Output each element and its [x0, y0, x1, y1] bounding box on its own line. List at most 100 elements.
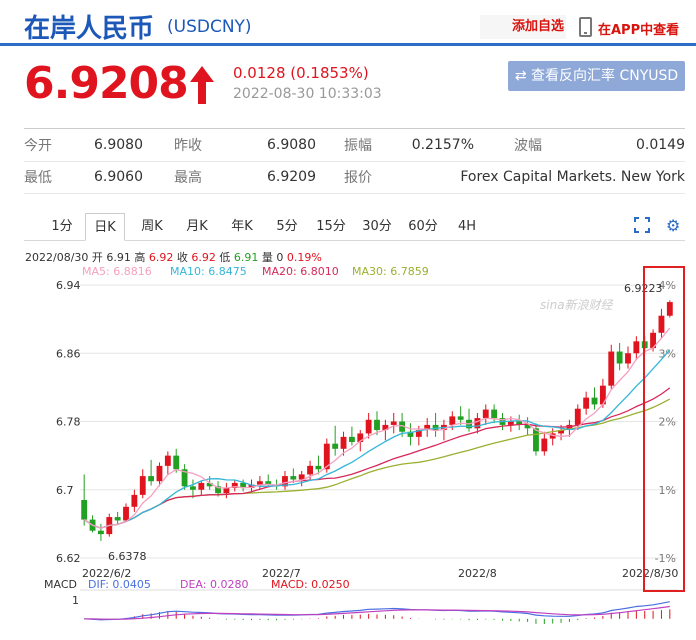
candle: [282, 476, 288, 487]
fullscreen-icon[interactable]: [634, 217, 650, 233]
ma10-readout: MA10: 6.8475: [170, 265, 247, 278]
stat-label: 报价: [324, 161, 384, 194]
tab-daily[interactable]: 日K: [85, 213, 125, 241]
tab-weekly[interactable]: 周K: [141, 219, 163, 234]
y-tick-label: 6.86: [56, 347, 81, 360]
candle: [114, 517, 121, 521]
ma30-readout: MA30: 6.7859: [352, 265, 429, 278]
table-row: 最低 6.9060 最高 6.9209 报价 Forex Capital Mar…: [24, 161, 685, 194]
candle: [148, 476, 155, 482]
stat-value: 0.0149: [574, 129, 685, 162]
candle: [633, 341, 640, 354]
pct-tick-label: 4%: [659, 279, 676, 292]
tab-30min[interactable]: 30分: [362, 219, 392, 234]
ma20-readout: MA20: 6.8010: [262, 265, 339, 278]
candle: [223, 488, 230, 494]
candle: [323, 443, 330, 470]
candle: [81, 499, 88, 520]
period-tabs: 1分 日K 周K 月K 年K 5分 15分 30分 60分 4H: [24, 213, 685, 241]
candle: [399, 421, 406, 432]
candle: [240, 482, 247, 489]
stat-label: 昨收: [174, 129, 244, 162]
candle: [164, 455, 171, 466]
tab-yearly[interactable]: 年K: [231, 219, 253, 234]
dif-line: [84, 601, 670, 621]
candle: [533, 428, 539, 452]
y-tick-label: 6.94: [56, 279, 81, 292]
candle: [507, 421, 514, 425]
dea-line: [84, 605, 670, 620]
stat-value: 6.9080: [94, 129, 174, 162]
macd-axis-label: 1: [72, 594, 79, 607]
stat-value: 6.9080: [244, 129, 324, 162]
candle: [290, 476, 297, 480]
candle: [348, 436, 355, 442]
table-row: 今开 6.9080 昨收 6.9080 振幅 0.2157% 波幅 0.0149: [24, 129, 685, 162]
candle: [390, 421, 397, 425]
candle: [374, 419, 380, 431]
tab-monthly[interactable]: 月K: [186, 219, 208, 234]
phone-icon[interactable]: [579, 17, 592, 37]
reverse-rate-button[interactable]: ⇄ 查看反向汇率 CNYUSD: [508, 61, 685, 91]
settings-gear-icon[interactable]: ⚙: [666, 216, 681, 235]
page-title: 在岸人民币: [24, 14, 155, 44]
stat-label: 今开: [24, 129, 94, 162]
up-arrow-icon: [190, 66, 214, 104]
kline-chart[interactable]: 6.946.866.786.76.624%3%2%1%-1%6.92236.63…: [0, 270, 696, 640]
candle: [524, 424, 531, 429]
x-tick-label: 2022/8/30: [622, 567, 678, 580]
tab-5min[interactable]: 5分: [276, 219, 298, 234]
candle: [608, 351, 615, 386]
candle: [307, 465, 313, 475]
highlight-box: [643, 266, 685, 592]
candle: [206, 482, 213, 487]
macd-label: MACD: [44, 578, 77, 591]
candle: [131, 494, 138, 507]
candle: [516, 421, 523, 425]
symbol-code: (USDCNY): [167, 17, 252, 37]
candle: [415, 430, 422, 437]
candle: [549, 433, 556, 439]
macd-value: MACD: 0.0250: [271, 578, 350, 591]
candle: [231, 482, 238, 489]
candle: [215, 486, 221, 494]
candle: [256, 481, 263, 485]
candle: [123, 506, 129, 521]
candle: [474, 418, 481, 429]
candle: [583, 397, 590, 409]
candle: [265, 481, 272, 485]
add-favorite-button[interactable]: 添加自选: [480, 15, 566, 39]
candle: [574, 408, 581, 425]
candle: [432, 424, 439, 431]
x-tick-label: 2022/7: [262, 567, 301, 580]
stat-value: 6.9209: [244, 161, 324, 194]
pct-tick-label: 2%: [659, 416, 676, 429]
current-price: 6.9208: [24, 58, 189, 109]
ma5-line: [83, 327, 671, 529]
candle: [457, 416, 464, 420]
candle: [181, 469, 188, 487]
ohlc-readout: 2022/08/30 开 6.91 高 6.92 收 6.92 低 6.91 量…: [25, 251, 322, 264]
quote-table: 今开 6.9080 昨收 6.9080 振幅 0.2157% 波幅 0.0149…: [24, 128, 685, 194]
y-tick-label: 6.78: [56, 416, 81, 429]
tab-60min[interactable]: 60分: [408, 219, 438, 234]
candle: [340, 436, 347, 449]
candle: [658, 315, 665, 333]
candle: [190, 486, 196, 490]
view-in-app-link[interactable]: 在APP中查看: [598, 23, 680, 38]
candle: [156, 465, 163, 482]
stat-label: 振幅: [324, 129, 384, 162]
tab-1min[interactable]: 1分: [51, 219, 73, 234]
watermark: sina新浪财经: [540, 298, 613, 312]
tab-15min[interactable]: 15分: [316, 219, 346, 234]
candle: [198, 482, 205, 490]
candle: [650, 332, 657, 349]
tab-4h[interactable]: 4H: [457, 219, 477, 234]
x-tick-label: 2022/8: [458, 567, 497, 580]
stat-value: 0.2157%: [384, 129, 514, 162]
candle: [599, 385, 606, 405]
y-tick-label: 6.7: [56, 484, 74, 497]
quote-timestamp: 2022-08-30 10:33:03: [233, 86, 382, 102]
candle: [357, 433, 364, 442]
candle: [482, 409, 489, 419]
